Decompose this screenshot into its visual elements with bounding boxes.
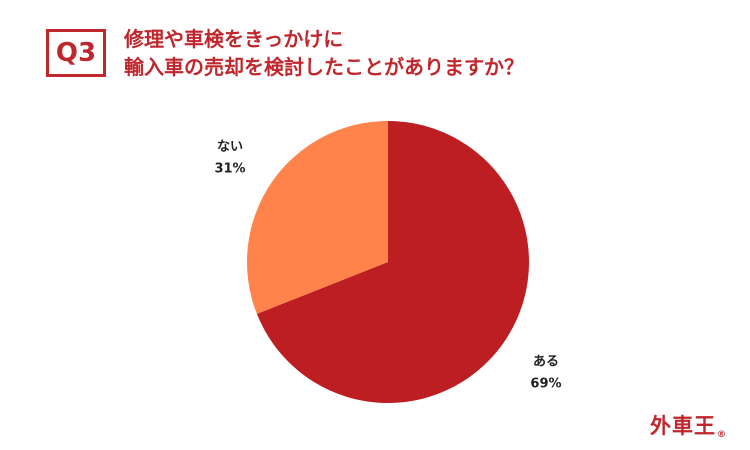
title-line-2: 輸入車の売却を検討したことがありますか？ — [124, 55, 524, 79]
question-badge: Q3 — [46, 29, 106, 77]
slice-value-label-1: 31% — [214, 162, 245, 177]
slice-label-1: ない — [217, 140, 243, 155]
brand-logo: 外車王® — [650, 410, 727, 440]
pie-slice-0 — [256, 121, 530, 403]
slice-value-label-0: 69% — [530, 376, 561, 391]
page-title: 修理や車検をきっかけに 輸入車の売却を検討したことがありますか？ — [124, 25, 524, 81]
title-line-1: 修理や車検をきっかけに — [124, 27, 344, 51]
registered-mark-icon: ® — [717, 430, 727, 440]
slice-label-0: ある — [533, 354, 559, 369]
brand-logo-text: 外車王 — [650, 414, 716, 438]
pie-slice-1 — [247, 121, 388, 314]
